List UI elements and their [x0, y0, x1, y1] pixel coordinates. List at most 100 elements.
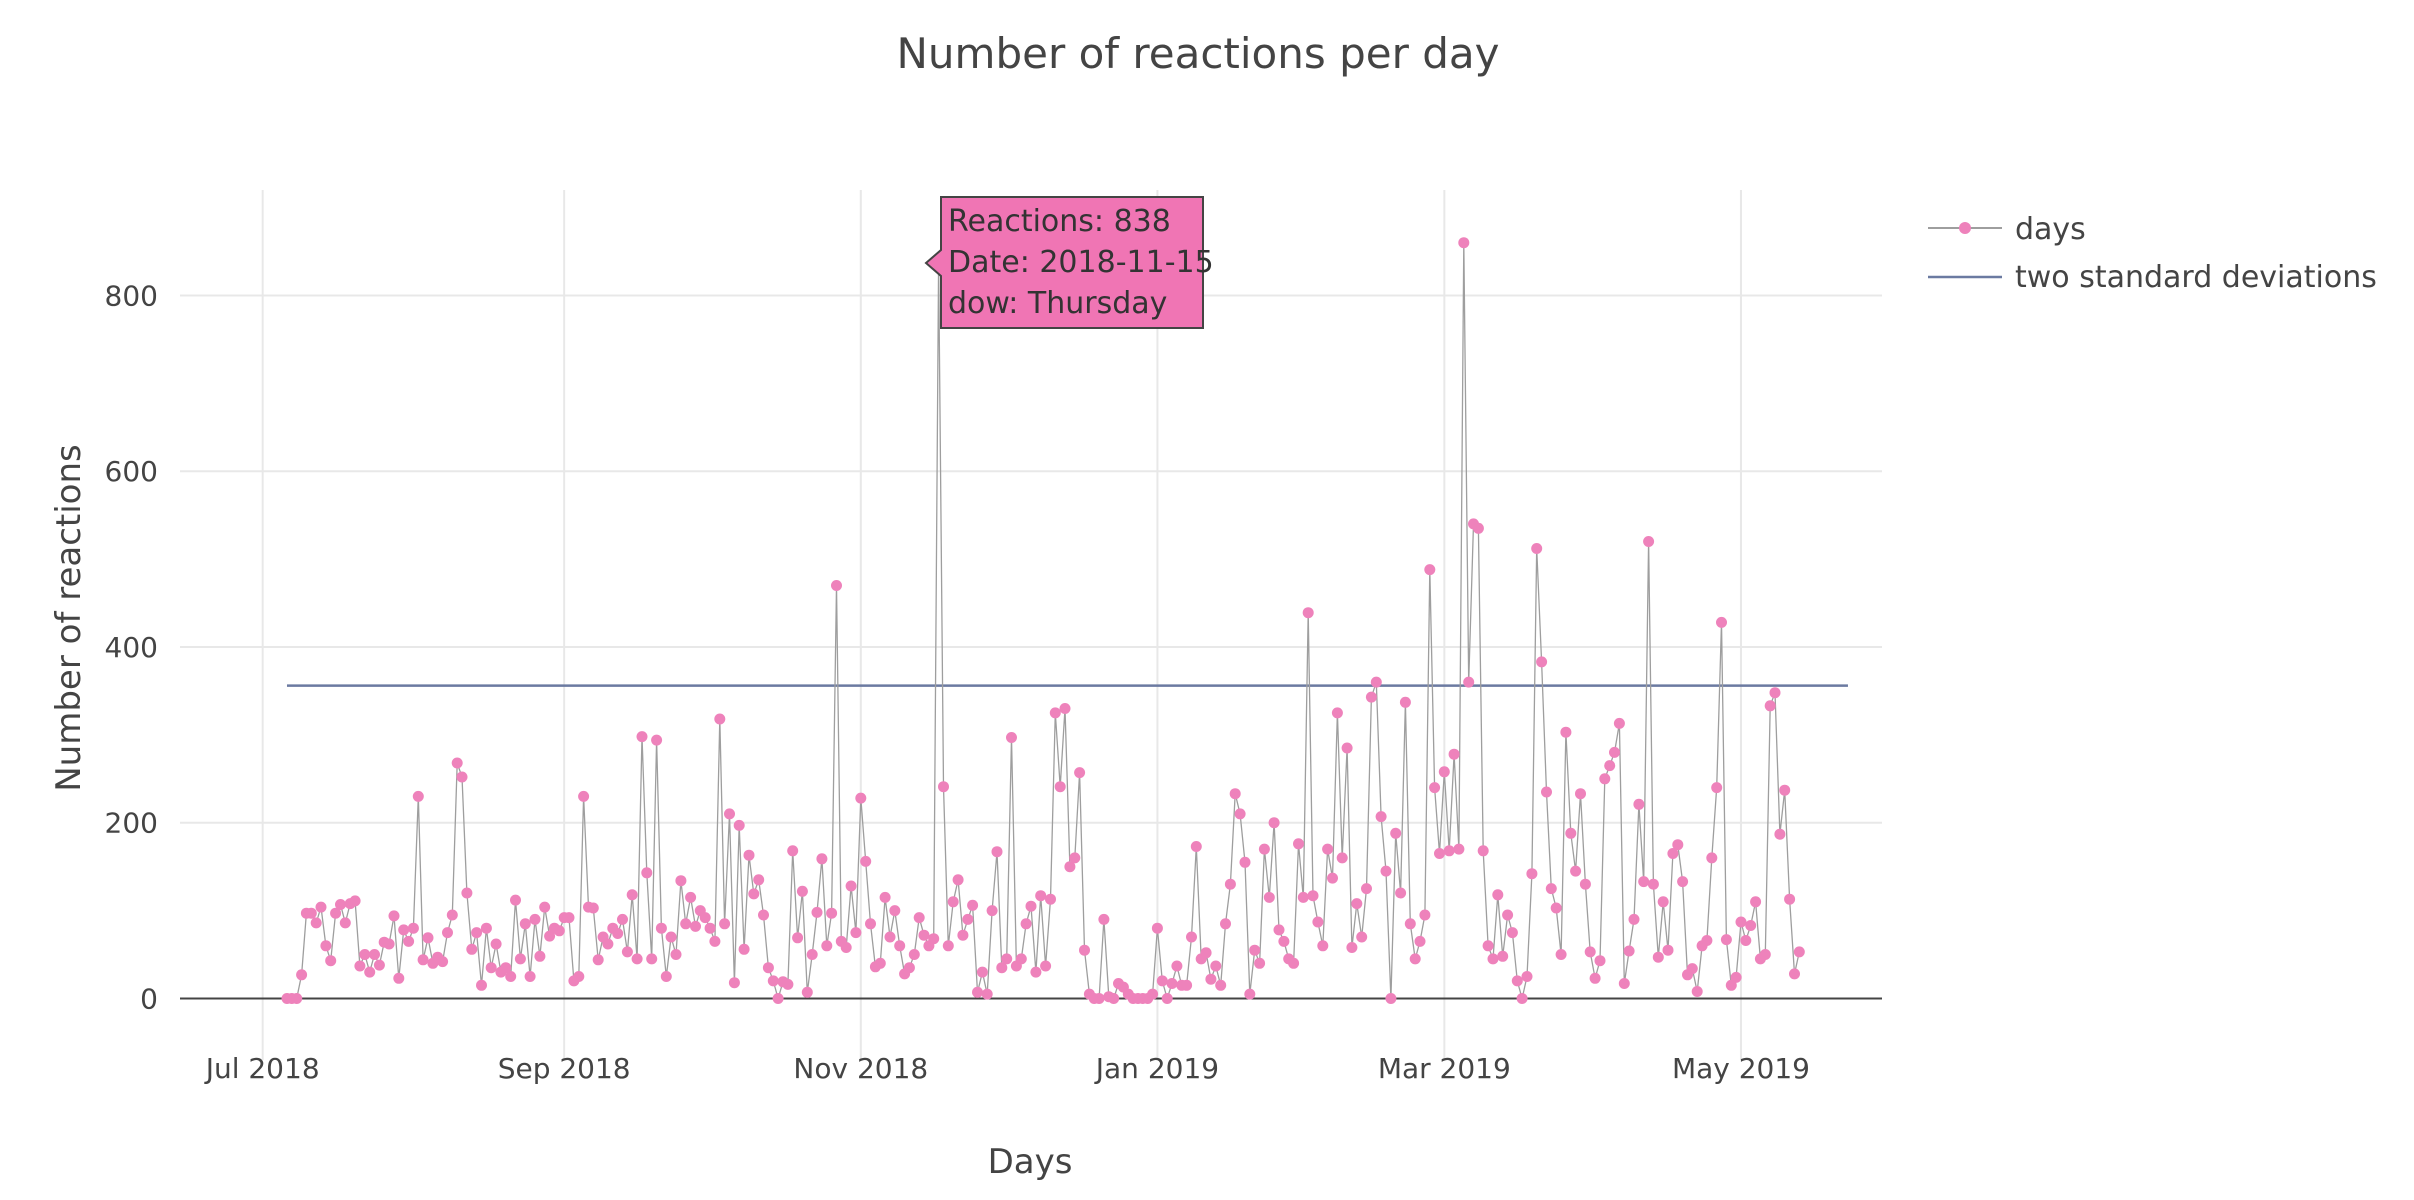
data-point[interactable]	[417, 954, 429, 966]
data-point[interactable]	[738, 943, 750, 955]
data-point[interactable]	[908, 949, 920, 960]
data-point[interactable]	[339, 917, 351, 929]
data-point[interactable]	[1706, 852, 1718, 864]
data-point[interactable]	[1205, 973, 1217, 985]
legend-item-two-standard-deviations[interactable]: two standard deviations	[1928, 260, 2377, 295]
data-point[interactable]	[335, 899, 346, 910]
data-point[interactable]	[855, 792, 867, 804]
data-point[interactable]	[913, 912, 925, 924]
data-point[interactable]	[1302, 607, 1314, 619]
data-point[interactable]	[412, 790, 424, 802]
data-point[interactable]	[500, 962, 512, 974]
data-point[interactable]	[884, 931, 896, 943]
data-point[interactable]	[1497, 950, 1509, 962]
data-point[interactable]	[612, 928, 624, 939]
data-point[interactable]	[1312, 916, 1324, 928]
data-point[interactable]	[1506, 927, 1518, 939]
data-point[interactable]	[1224, 878, 1236, 890]
data-point[interactable]	[972, 986, 983, 998]
data-point[interactable]	[1069, 852, 1081, 864]
data-point[interactable]	[1234, 808, 1246, 820]
data-point[interactable]	[685, 891, 697, 903]
data-point[interactable]	[359, 949, 371, 960]
data-point[interactable]	[369, 949, 380, 960]
data-point[interactable]	[354, 960, 366, 972]
data-point[interactable]	[1064, 861, 1076, 873]
data-point[interactable]	[578, 790, 590, 802]
data-point[interactable]	[1516, 993, 1528, 1004]
data-point[interactable]	[733, 819, 745, 831]
data-point[interactable]	[1672, 839, 1684, 851]
data-point[interactable]	[1385, 993, 1397, 1004]
data-point[interactable]	[1618, 978, 1630, 989]
data-point[interactable]	[1166, 978, 1178, 989]
data-point[interactable]	[1015, 953, 1027, 965]
data-point[interactable]	[407, 922, 419, 934]
data-point[interactable]	[1263, 891, 1275, 903]
data-point[interactable]	[831, 580, 842, 591]
data-point[interactable]	[1521, 971, 1533, 982]
data-point[interactable]	[1331, 707, 1343, 719]
data-point[interactable]	[1579, 878, 1591, 890]
data-point[interactable]	[1711, 782, 1723, 794]
data-point[interactable]	[305, 907, 317, 919]
data-point[interactable]	[1161, 993, 1173, 1004]
data-point[interactable]	[840, 942, 852, 953]
data-point[interactable]	[1613, 717, 1625, 729]
data-point[interactable]	[1370, 676, 1382, 688]
data-point[interactable]	[1638, 876, 1650, 888]
data-point[interactable]	[680, 918, 692, 930]
data-point[interactable]	[801, 986, 813, 998]
data-point[interactable]	[1390, 827, 1402, 839]
data-point[interactable]	[1229, 788, 1241, 800]
data-point[interactable]	[1764, 700, 1776, 712]
data-point[interactable]	[967, 899, 979, 911]
data-point[interactable]	[446, 909, 458, 921]
data-point[interactable]	[1361, 883, 1372, 895]
data-point[interactable]	[996, 962, 1008, 974]
data-point[interactable]	[1054, 781, 1066, 793]
data-point[interactable]	[1575, 788, 1586, 800]
data-point[interactable]	[1200, 947, 1212, 959]
data-point[interactable]	[655, 922, 667, 934]
data-point[interactable]	[1181, 979, 1193, 991]
data-point[interactable]	[821, 940, 833, 952]
data-point[interactable]	[1220, 918, 1231, 930]
data-point[interactable]	[1030, 966, 1042, 978]
data-point[interactable]	[1293, 838, 1304, 850]
data-point[interactable]	[1429, 782, 1441, 794]
data-point[interactable]	[767, 975, 779, 987]
data-point[interactable]	[1210, 960, 1222, 972]
data-point[interactable]	[806, 949, 818, 960]
legend[interactable]: days two standard deviations	[1928, 212, 2377, 295]
data-point[interactable]	[1190, 841, 1202, 852]
data-point[interactable]	[1093, 993, 1105, 1004]
data-point[interactable]	[1215, 979, 1227, 991]
data-point[interactable]	[772, 993, 784, 1004]
data-point[interactable]	[320, 940, 332, 952]
data-point[interactable]	[1001, 953, 1013, 965]
data-point[interactable]	[782, 978, 794, 990]
data-point[interactable]	[1171, 960, 1183, 972]
data-point[interactable]	[826, 907, 838, 919]
data-point[interactable]	[534, 950, 546, 962]
data-point[interactable]	[660, 971, 672, 982]
data-point[interactable]	[1779, 784, 1791, 796]
data-point[interactable]	[1458, 237, 1470, 249]
data-point[interactable]	[1288, 957, 1300, 969]
data-point[interactable]	[1035, 890, 1047, 902]
data-point[interactable]	[962, 913, 974, 925]
data-point[interactable]	[1720, 934, 1732, 946]
data-point[interactable]	[451, 757, 463, 769]
data-point[interactable]	[1380, 865, 1392, 877]
data-point[interactable]	[1448, 748, 1460, 760]
data-point[interactable]	[845, 880, 857, 892]
data-point[interactable]	[1667, 848, 1679, 859]
data-point[interactable]	[456, 771, 468, 783]
data-point[interactable]	[704, 922, 716, 934]
data-point[interactable]	[1735, 916, 1747, 928]
data-point[interactable]	[1555, 949, 1567, 960]
data-point[interactable]	[1662, 944, 1674, 956]
data-point[interactable]	[490, 938, 502, 950]
